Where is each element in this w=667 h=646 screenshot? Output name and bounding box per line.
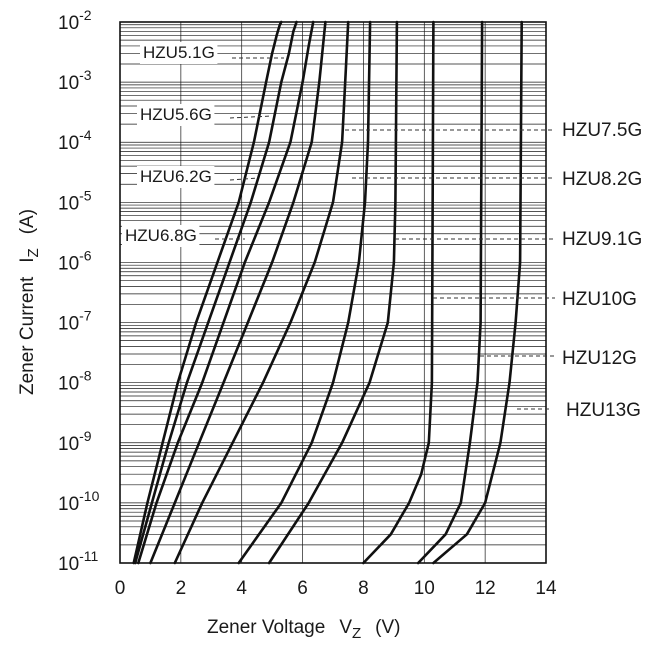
series-label: HZU5.6G xyxy=(140,105,212,124)
x-axis-unit: (V) xyxy=(375,617,400,638)
y-axis-subscript: Z xyxy=(25,248,42,257)
series-curve-hzu6.2g xyxy=(137,20,315,565)
y-tick-label: 10-6 xyxy=(58,247,92,274)
x-tick-label: 0 xyxy=(115,578,126,599)
y-tick-label: 10-2 xyxy=(58,7,92,34)
label-leader-line xyxy=(229,177,259,181)
x-tick-label: 12 xyxy=(475,578,496,599)
x-tick-label: 14 xyxy=(535,578,557,599)
series-labels: HZU5.1G HZU5.6G HZU6.2G HZU6.8G HZU7.5G HZU8.… xyxy=(122,42,642,421)
grid xyxy=(120,22,546,564)
series-label: HZU6.2G xyxy=(140,167,212,186)
y-tick-labels: 10-11 10-10 10-9 10-8 10-7 10-6 10-5 10-4 10-3 10… xyxy=(58,7,100,575)
y-tick-label: 10-5 xyxy=(58,187,92,214)
y-tick-label: 10-9 xyxy=(58,428,92,455)
y-tick-label: 10-8 xyxy=(58,368,92,395)
series-label: HZU13G xyxy=(566,400,641,421)
x-tick-label: 6 xyxy=(297,578,308,599)
series-label: HZU8.2G xyxy=(562,169,642,190)
y-tick-label: 10-11 xyxy=(58,548,99,575)
y-axis-title: Zener Current IZ (A) xyxy=(17,209,42,395)
x-tick-labels: 0 2 4 6 8 10 12 14 xyxy=(115,578,557,599)
x-axis-label: Zener Voltage xyxy=(207,617,325,638)
x-tick-label: 10 xyxy=(414,578,435,599)
series-curve-hzu5.1g xyxy=(132,20,283,565)
series-curve-hzu5.6g xyxy=(133,20,298,565)
x-axis-symbol: V xyxy=(339,617,352,638)
series-curve-hzu10g xyxy=(362,20,435,565)
series-label: HZU10G xyxy=(562,289,637,310)
y-tick-label: 10-3 xyxy=(58,67,92,94)
series-curve-hzu6.8g xyxy=(149,20,327,565)
series-label: HZU5.1G xyxy=(143,43,215,62)
series-curve-hzu12g xyxy=(416,20,484,565)
y-tick-label: 10-4 xyxy=(58,127,92,154)
series-label: HZU9.1G xyxy=(562,229,642,250)
y-tick-label: 10-10 xyxy=(58,488,100,515)
x-axis-title: Zener Voltage VZ (V) xyxy=(207,617,401,642)
x-tick-label: 8 xyxy=(358,578,369,599)
y-axis-label: Zener Current xyxy=(17,276,38,395)
x-tick-label: 2 xyxy=(176,578,187,599)
y-axis-unit: (A) xyxy=(17,209,38,234)
plot-frame xyxy=(119,21,547,564)
label-background xyxy=(137,104,215,126)
label-background xyxy=(137,166,215,188)
series-label: HZU6.8G xyxy=(125,226,197,245)
series-curve-hzu7.5g xyxy=(173,20,350,565)
y-tick-label: 10-7 xyxy=(58,308,92,335)
x-tick-label: 4 xyxy=(236,578,247,599)
label-leader-line xyxy=(229,115,273,119)
x-axis-subscript: Z xyxy=(352,625,361,642)
series-curves xyxy=(132,20,523,565)
label-background xyxy=(122,225,200,247)
series-curve-hzu8.2g xyxy=(237,20,372,565)
y-axis-symbol: I xyxy=(17,257,38,262)
label-background xyxy=(140,42,218,64)
series-curve-hzu9.1g xyxy=(267,20,399,565)
series-label: HZU7.5G xyxy=(562,120,642,141)
series-label: HZU12G xyxy=(562,348,637,369)
series-curve-hzu13g xyxy=(432,20,523,565)
